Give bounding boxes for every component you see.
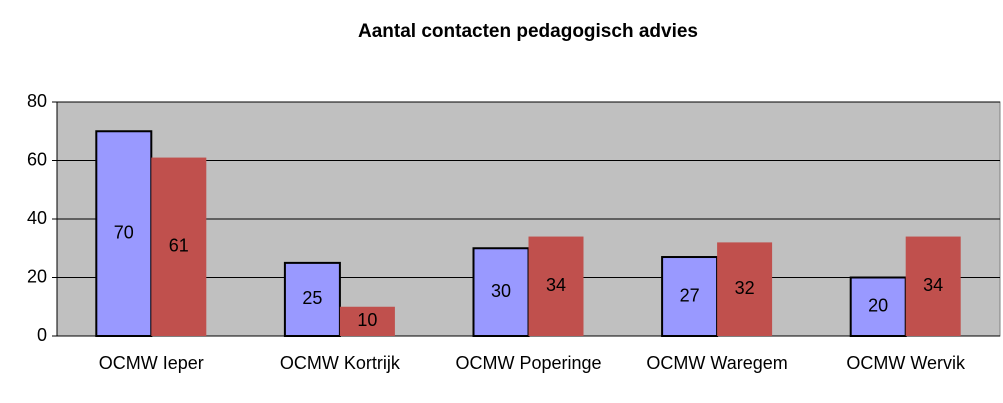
x-tick-label: OCMW Waregem [646,353,787,373]
y-tick-label: 80 [27,91,47,111]
data-label: 27 [680,285,700,305]
data-label: 20 [868,296,888,316]
bar [283,261,341,337]
x-tick-label: OCMW Poperinge [455,353,601,373]
data-label: 10 [357,310,377,330]
y-tick-label: 60 [27,149,47,169]
bar [151,157,207,336]
bar [339,306,395,336]
bar [528,236,584,336]
data-label: 34 [923,275,943,295]
y-tick-label: 20 [27,266,47,286]
data-label: 70 [114,222,134,242]
data-label: 30 [491,281,511,301]
bar [905,236,961,336]
chart-title: Aantal contacten pedagogisch advies [358,21,698,42]
bar [849,276,907,337]
x-tick-label: OCMW Kortrijk [280,353,401,373]
data-label: 25 [302,288,322,308]
bar [95,130,153,337]
bar [717,242,773,336]
y-tick-label: 0 [37,325,47,345]
x-tick-label: OCMW Ieper [99,353,204,373]
bar [472,247,530,337]
data-label: 32 [735,278,755,298]
data-label: 34 [546,275,566,295]
bar [661,256,719,337]
y-tick-label: 40 [27,208,47,228]
x-tick-label: OCMW Wervik [846,353,966,373]
data-label: 61 [169,236,189,256]
